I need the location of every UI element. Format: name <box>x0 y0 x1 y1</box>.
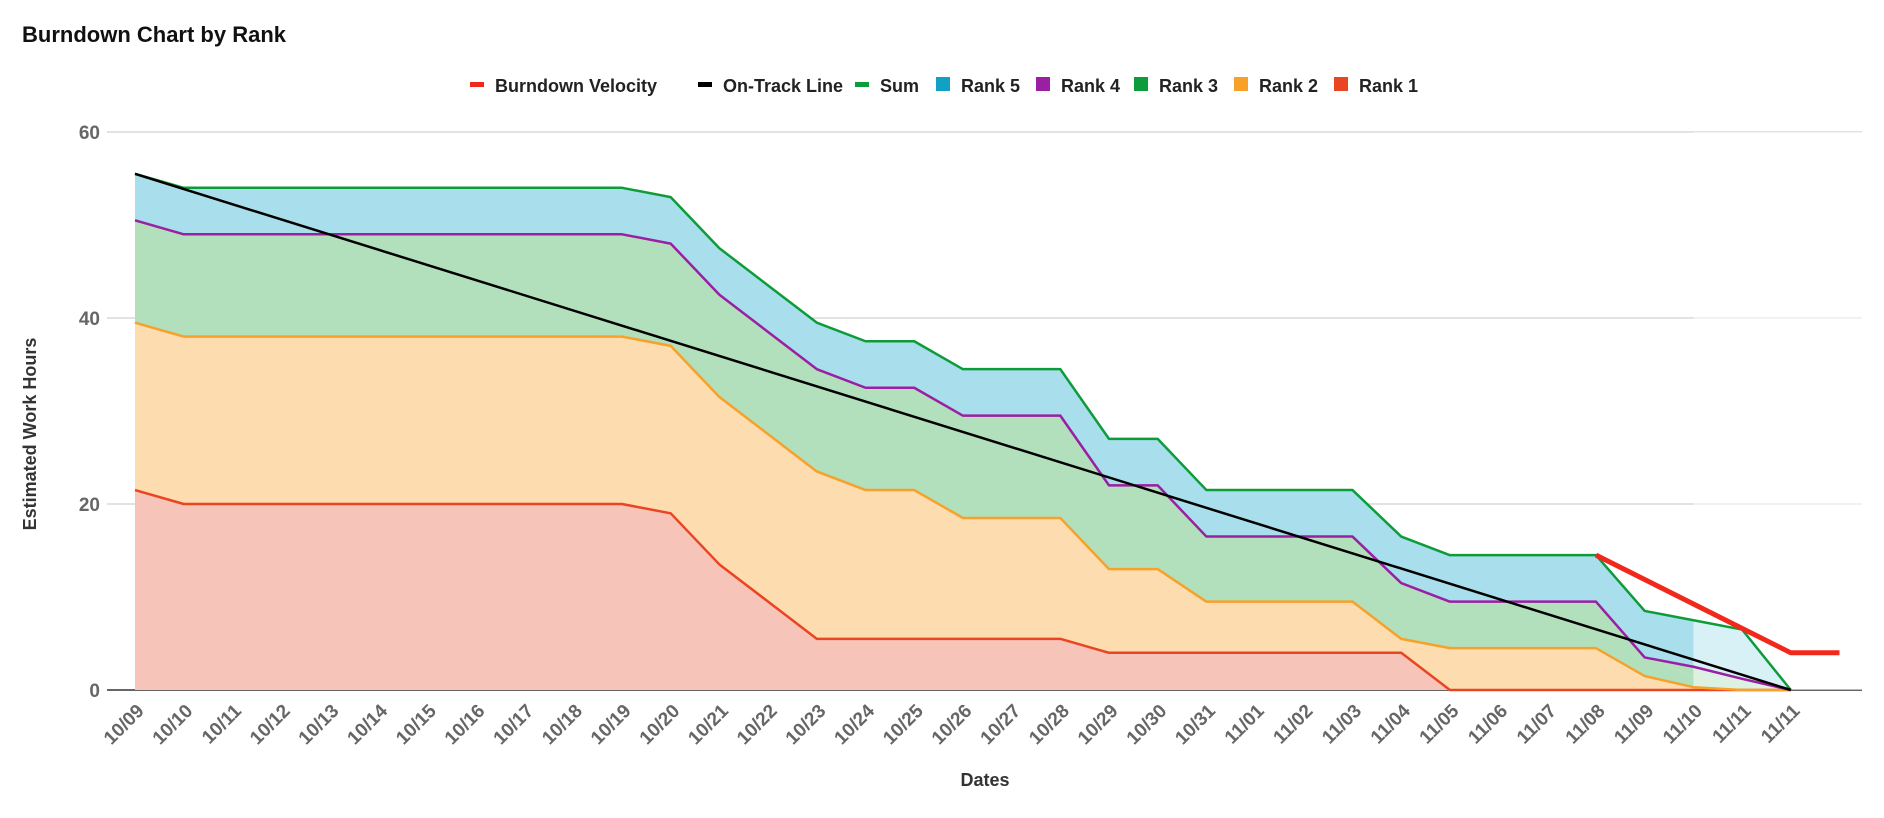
x-tick-label: 10/27 <box>977 701 1025 749</box>
x-tick-label: 10/13 <box>295 701 343 749</box>
x-tick-label: 10/29 <box>1074 701 1122 749</box>
legend-swatch-burndown-velocity <box>470 82 484 87</box>
x-tick-label: 11/11 <box>1757 700 1804 747</box>
x-tick-label: 10/11 <box>198 700 246 748</box>
x-tick-label: 11/09 <box>1611 701 1659 749</box>
y-axis-label: Estimated Work Hours <box>20 338 40 531</box>
x-tick-label: 11/07 <box>1513 701 1561 749</box>
x-tick-label: 10/23 <box>782 701 830 749</box>
legend-label-rank-2: Rank 2 <box>1259 76 1318 96</box>
legend-swatch-rank-1 <box>1334 77 1348 91</box>
x-tick-label: 10/17 <box>490 701 538 749</box>
x-tick-label: 10/14 <box>344 700 393 749</box>
y-tick-label: 20 <box>79 495 100 516</box>
x-tick-label: 10/15 <box>392 700 441 749</box>
line-rank-2 <box>134 321 1791 692</box>
line-rank-4 <box>134 219 1792 692</box>
x-tick-label: 10/24 <box>831 700 880 749</box>
line-sum <box>134 172 1792 691</box>
x-tick-label: 10/26 <box>928 701 976 749</box>
x-axis-label: Dates <box>960 770 1009 790</box>
legend-swatch-sum <box>855 82 869 87</box>
x-tick-label: 10/09 <box>100 701 148 749</box>
x-tick-label: 10/25 <box>879 700 928 749</box>
projection-overlay <box>1693 132 1862 690</box>
legend-label-rank-3: Rank 3 <box>1159 76 1218 96</box>
y-tick-label: 60 <box>79 123 100 144</box>
x-tick-label: 10/19 <box>587 701 635 749</box>
y-tick-label: 40 <box>79 309 100 330</box>
x-tick-label: 10/16 <box>441 701 489 749</box>
x-tick-label: 11/05 <box>1416 700 1464 748</box>
legend-label-rank-5: Rank 5 <box>961 76 1020 96</box>
x-tick-label: 10/12 <box>246 701 294 749</box>
area-rank-2 <box>135 322 1791 690</box>
x-tick-label: 10/30 <box>1123 701 1171 749</box>
x-tick-label: 11/01 <box>1221 700 1269 748</box>
legend-label-rank-4: Rank 4 <box>1061 76 1120 96</box>
x-tick-label: 10/31 <box>1171 700 1220 749</box>
x-tick-label: 11/03 <box>1318 701 1366 749</box>
x-tick-label: 10/28 <box>1025 701 1073 749</box>
legend-swatch-rank-3 <box>1134 77 1148 91</box>
y-tick-label: 0 <box>89 681 100 702</box>
area-rank-3 <box>135 220 1791 690</box>
x-tick-label: 10/10 <box>149 701 197 749</box>
x-tick-label: 10/22 <box>733 701 781 749</box>
x-tick-label: 11/11 <box>1709 700 1756 747</box>
legend-label-on-track-line: On-Track Line <box>723 76 843 96</box>
legend-swatch-on-track-line <box>698 82 712 87</box>
burndown-velocity-line <box>1594 552 1840 656</box>
x-tick-label: 10/21 <box>684 700 733 749</box>
legend-swatch-rank-2 <box>1234 77 1248 91</box>
x-tick-label: 11/08 <box>1562 701 1610 749</box>
legend-label-rank-1: Rank 1 <box>1359 76 1418 96</box>
x-tick-label: 11/06 <box>1464 701 1512 749</box>
legend-label-burndown-velocity: Burndown Velocity <box>495 76 657 96</box>
x-tick-label: 10/20 <box>636 701 684 749</box>
on-track-line <box>134 172 1792 692</box>
line-rank-1 <box>134 488 1791 692</box>
legend-swatch-rank-5 <box>936 77 950 91</box>
area-rank-1 <box>135 490 1791 690</box>
x-tick-label: 10/18 <box>538 701 586 749</box>
chart-title: Burndown Chart by Rank <box>22 22 287 47</box>
x-tick-label: 11/04 <box>1367 700 1415 748</box>
x-tick-label: 11/10 <box>1659 701 1707 749</box>
x-tick-label: 11/02 <box>1270 701 1318 749</box>
legend-swatch-rank-4 <box>1036 77 1050 91</box>
legend-label-sum: Sum <box>880 76 919 96</box>
